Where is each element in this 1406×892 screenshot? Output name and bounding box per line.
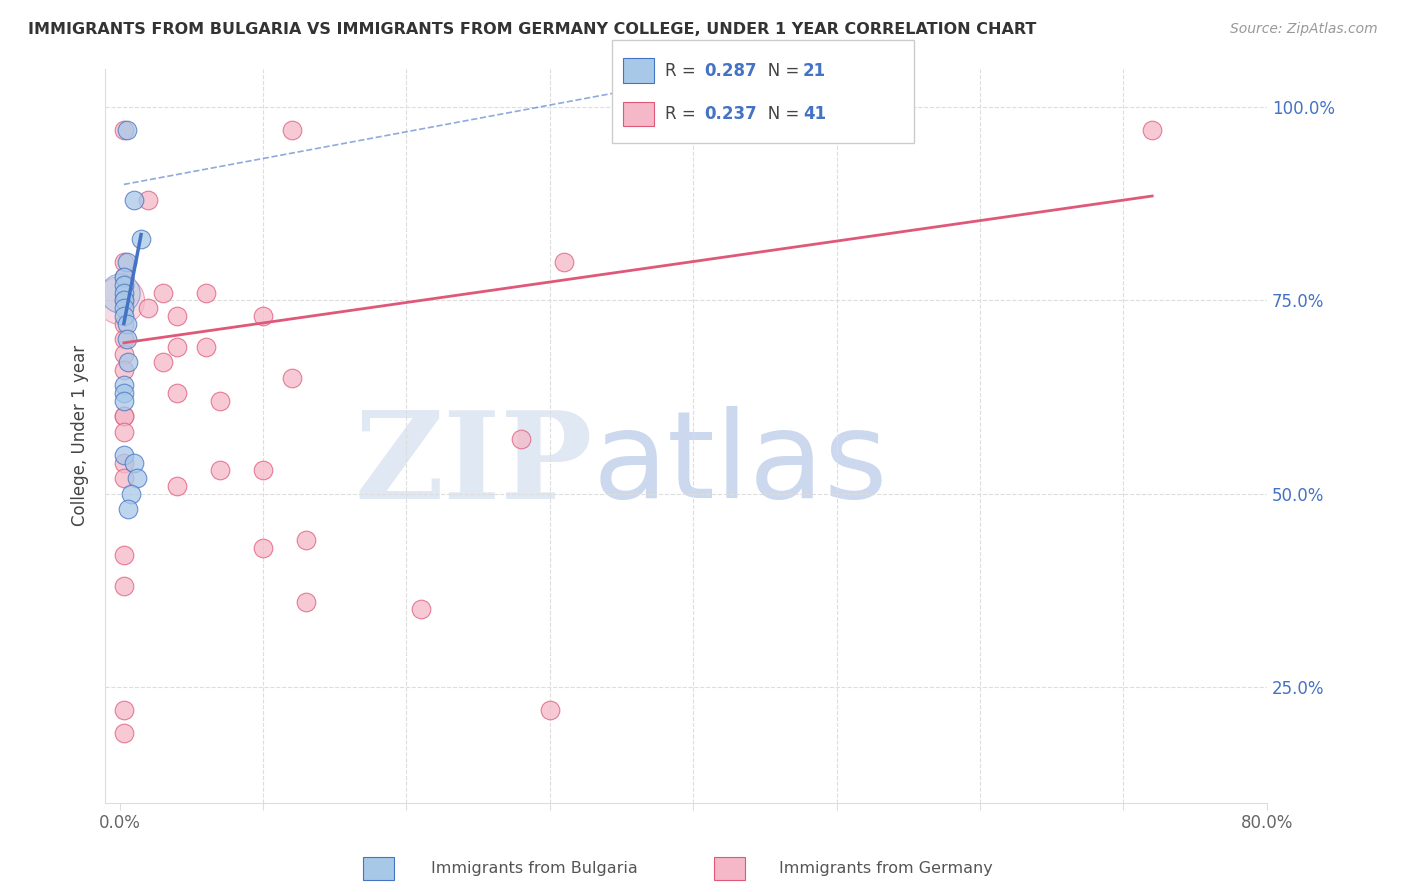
Point [112,293,135,308]
Point [295,595,318,609]
Point [117,355,139,369]
Point [112,549,135,563]
Point [538,703,561,717]
Point [112,301,135,315]
Point [112,270,135,285]
Text: Source: ZipAtlas.com: Source: ZipAtlas.com [1230,22,1378,37]
Text: 41: 41 [803,105,825,123]
Point [112,285,135,300]
Text: Immigrants from Bulgaria: Immigrants from Bulgaria [430,862,638,876]
Point [112,579,135,593]
Point [112,471,135,485]
Point [252,309,274,323]
Point [112,378,135,392]
Point [112,309,135,323]
Point [295,533,318,547]
Text: R =: R = [665,105,702,123]
Point [112,270,135,285]
Point [112,386,135,401]
Text: 0.287: 0.287 [704,62,756,80]
Point [112,317,135,331]
Point [166,340,188,354]
Point [166,479,188,493]
Point [120,486,142,500]
Point [409,602,432,616]
Text: R =: R = [665,62,702,80]
Point [208,463,231,477]
Point [136,301,159,315]
Point [115,254,138,268]
Text: N =: N = [752,62,804,80]
Point [510,433,533,447]
Point [115,332,138,346]
Point [252,541,274,555]
Point [112,425,135,439]
Point [108,285,131,300]
Point [112,393,135,408]
Point [208,393,231,408]
Point [129,231,152,245]
Point [115,317,138,331]
Point [112,123,135,137]
Point [122,193,145,207]
Point [166,386,188,401]
Point [115,123,138,137]
Point [112,703,135,717]
Point [152,285,174,300]
Text: 0.237: 0.237 [704,105,758,123]
Point [112,726,135,740]
Text: 21: 21 [803,62,825,80]
Point [280,370,302,384]
Point [108,293,131,308]
Point [194,285,217,300]
Point [117,502,139,516]
Point [112,448,135,462]
Point [152,355,174,369]
Point [112,293,135,308]
Point [125,471,148,485]
Point [112,332,135,346]
Text: Immigrants from Germany: Immigrants from Germany [779,862,993,876]
Y-axis label: College, Under 1 year: College, Under 1 year [72,345,89,526]
Point [194,340,217,354]
Point [252,463,274,477]
Point [112,409,135,424]
Point [112,409,135,424]
Point [280,123,302,137]
Point [136,193,159,207]
Point [122,456,145,470]
Text: N =: N = [752,105,804,123]
Point [112,254,135,268]
Point [553,254,575,268]
Point [1140,123,1163,137]
Point [166,309,188,323]
Point [112,456,135,470]
Point [112,363,135,377]
Point [112,347,135,361]
Text: ZIP: ZIP [354,406,593,524]
Point [112,277,135,292]
Text: atlas: atlas [593,407,889,524]
Text: IMMIGRANTS FROM BULGARIA VS IMMIGRANTS FROM GERMANY COLLEGE, UNDER 1 YEAR CORREL: IMMIGRANTS FROM BULGARIA VS IMMIGRANTS F… [28,22,1036,37]
